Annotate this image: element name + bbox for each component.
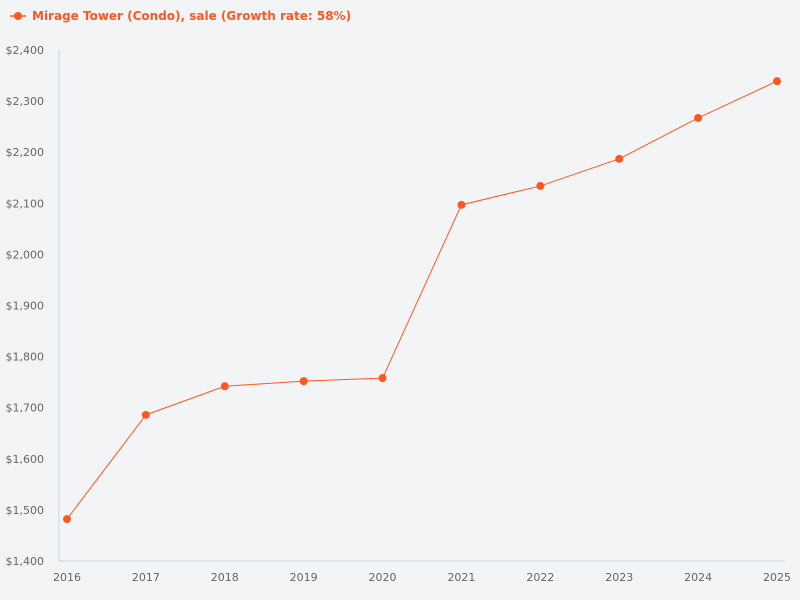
x-tick-label: 2017: [132, 571, 160, 584]
y-tick-label: $1,900: [6, 300, 45, 313]
y-tick-label: $2,200: [6, 146, 45, 159]
x-tick-label: 2020: [369, 571, 397, 584]
data-point: [220, 382, 229, 391]
data-point: [141, 410, 150, 419]
x-tick-label: 2018: [211, 571, 239, 584]
legend-marker-icon: [10, 12, 26, 20]
x-tick-label: 2021: [447, 571, 475, 584]
x-tick-label: 2022: [526, 571, 554, 584]
series-line: [66, 80, 778, 520]
y-tick-label: $1,600: [6, 453, 45, 466]
data-point: [615, 154, 624, 163]
y-tick-label: $2,000: [6, 248, 45, 261]
y-tick-label: $2,300: [6, 95, 45, 108]
y-tick-label: $1,400: [6, 555, 45, 568]
y-tick-label: $1,500: [6, 504, 45, 517]
y-tick-label: $2,100: [6, 197, 45, 210]
legend[interactable]: Mirage Tower (Condo), sale (Growth rate:…: [10, 9, 351, 23]
y-tick-label: $2,400: [6, 44, 45, 57]
legend-label: Mirage Tower (Condo), sale (Growth rate:…: [32, 9, 352, 23]
data-point: [536, 181, 545, 190]
y-tick-label: $1,800: [6, 351, 45, 364]
x-tick-label: 2019: [290, 571, 318, 584]
data-point: [378, 374, 387, 383]
data-point: [299, 377, 308, 386]
y-tick-label: $1,700: [6, 402, 45, 415]
x-tick-label: 2025: [763, 571, 791, 584]
x-tick-label: 2016: [53, 571, 81, 584]
data-point: [694, 113, 703, 122]
data-point: [63, 515, 71, 524]
data-point: [773, 77, 781, 86]
x-tick-label: 2023: [605, 571, 633, 584]
x-tick-label: 2024: [684, 571, 712, 584]
data-point: [457, 200, 466, 209]
